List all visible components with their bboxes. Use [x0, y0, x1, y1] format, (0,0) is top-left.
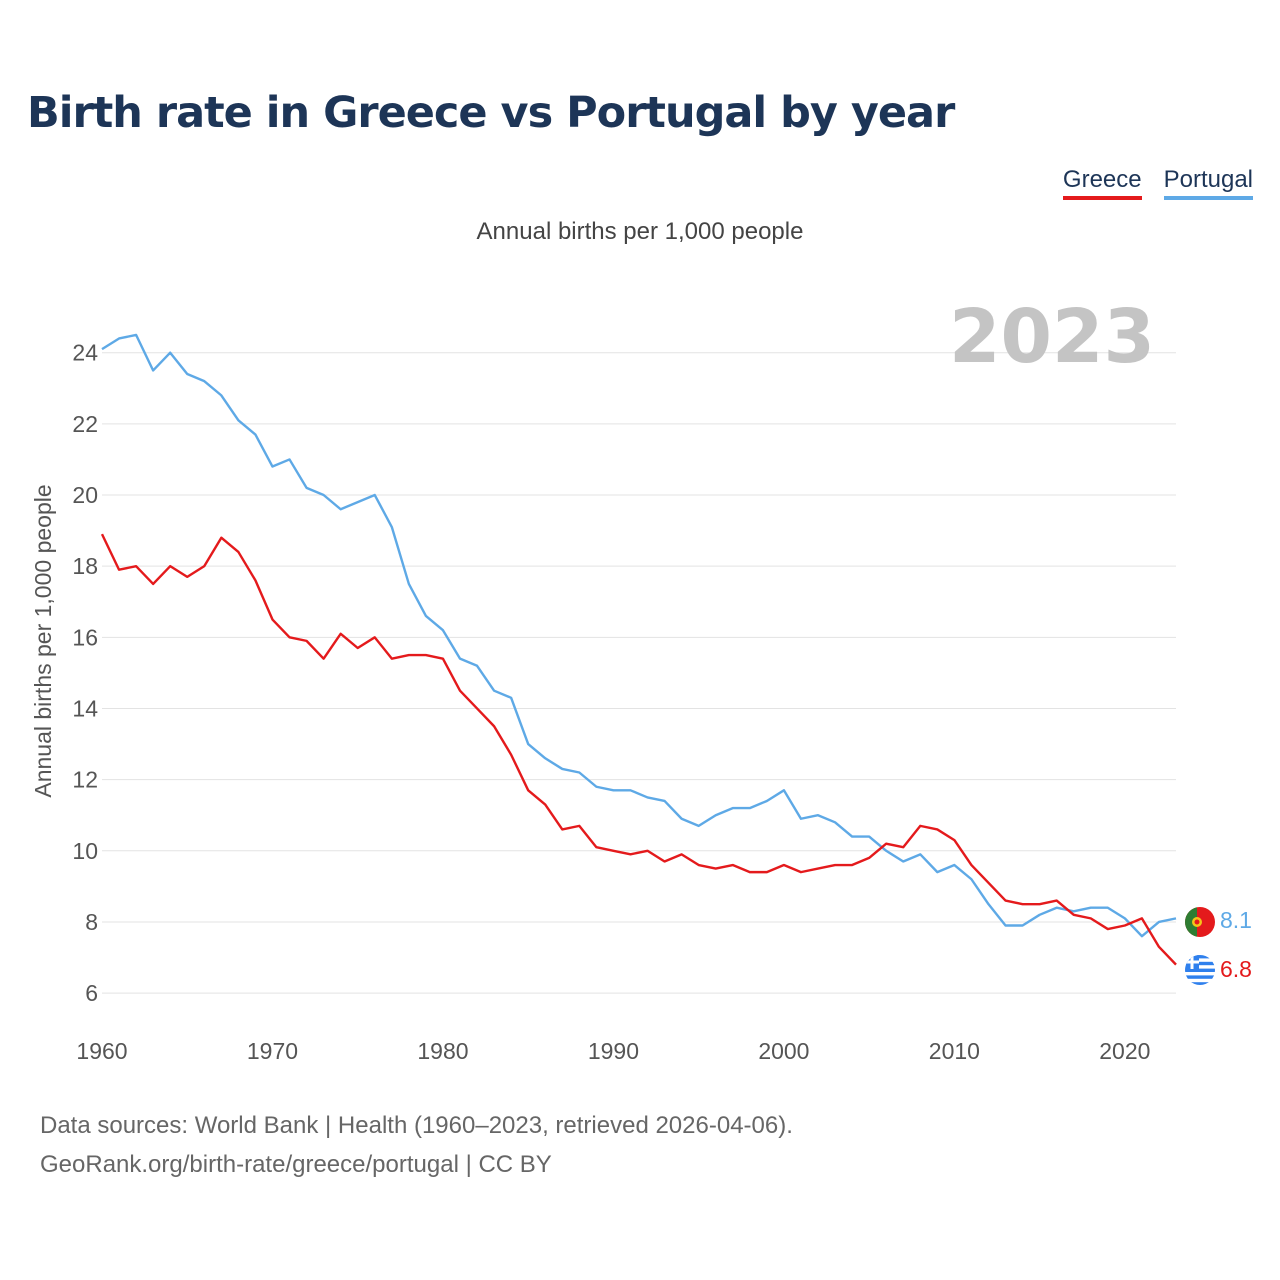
x-tick-label: 1960	[76, 1038, 127, 1064]
x-tick-label: 2020	[1099, 1038, 1150, 1064]
y-tick-label: 24	[72, 340, 98, 366]
portugal-end-label: 8.1	[1220, 907, 1252, 933]
y-tick-label: 6	[85, 980, 98, 1006]
legend-item-portugal[interactable]: Portugal	[1163, 166, 1253, 200]
legend: Greece Portugal	[1062, 166, 1253, 200]
x-tick-label: 1980	[417, 1038, 468, 1064]
y-tick-label: 8	[85, 909, 98, 935]
y-tick-label: 16	[72, 624, 98, 650]
x-axis-ticks: 1960 1970 1980 1990 2000 2010 2020	[76, 1038, 1150, 1064]
series-line-portugal[interactable]	[101, 333, 1177, 938]
y-tick-label: 12	[72, 767, 98, 793]
year-watermark: 2023	[949, 294, 1155, 380]
line-chart: 2023 6 8 10 12 14 16 18 20 22 24 1960 1970 1980 1990…	[30, 294, 1252, 1064]
y-tick-label: 14	[72, 695, 98, 721]
series-layer	[100, 333, 1177, 966]
y-tick-label: 10	[72, 838, 98, 864]
data-source-text: Data sources: World Bank | Health (1960–…	[40, 1112, 793, 1139]
chart-subtitle: Annual births per 1,000 people	[476, 218, 804, 245]
portugal-flag-icon	[1185, 907, 1215, 937]
x-tick-label: 2010	[929, 1038, 980, 1064]
y-tick-label: 22	[72, 411, 98, 437]
y-tick-label: 18	[72, 553, 98, 579]
chart-title: Birth rate in Greece vs Portugal by year	[27, 88, 955, 138]
x-tick-label: 1990	[588, 1038, 639, 1064]
y-tick-label: 20	[72, 482, 98, 508]
grid-lines	[102, 352, 1176, 994]
x-tick-label: 2000	[758, 1038, 809, 1064]
series-line-greece[interactable]	[100, 533, 1177, 966]
greece-end-label: 6.8	[1220, 956, 1252, 982]
greece-flag-icon	[1185, 955, 1215, 985]
source-link[interactable]: GeoRank.org/birth-rate/greece/portugal |…	[40, 1151, 552, 1178]
footer: Data sources: World Bank | Health (1960–…	[40, 1106, 793, 1184]
y-axis-label: Annual births per 1,000 people	[30, 484, 56, 797]
x-tick-label: 1970	[247, 1038, 298, 1064]
legend-item-greece[interactable]: Greece	[1062, 166, 1142, 200]
y-axis-ticks: 6 8 10 12 14 16 18 20 22 24	[72, 340, 98, 1006]
